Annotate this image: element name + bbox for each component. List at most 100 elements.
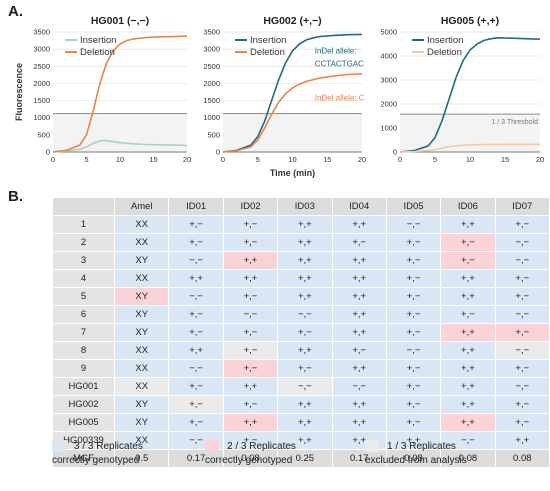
genotype-cell: +,− [277,359,333,378]
genotype-cell: +,+ [331,359,387,378]
genotype-cell: −,− [385,341,442,360]
panel-b-label: B. [8,188,23,205]
genotype-cell: +,− [385,413,442,432]
genotype-cell: +,− [222,359,279,378]
table-row: 5 XY −,− +,− +,+ +,+ +,− +,+ +,− [52,287,550,306]
chart2-threshold-area [223,113,362,152]
chart2-annotation: InDel allele: [315,47,357,56]
mgf-cell: 0.08 [494,449,550,468]
chart3-y-tick: 1000 [380,124,397,133]
column-header: ID06 [440,197,496,216]
chart3-threshold-label: 1 / 3 Threshold [491,119,538,126]
legend-swatch [52,440,66,452]
genotype-cell: −,− [440,431,496,450]
row-label: 9 [52,359,115,378]
genotype-cell: +,− [494,323,550,342]
genotype-cell: +,+ [331,305,387,324]
genotype-cell: −,− [277,305,333,324]
genotype-cell: XX [113,233,170,252]
genotype-cell: +,+ [168,269,224,288]
legend-swatch [365,440,379,452]
column-header: ID03 [277,197,333,216]
chart2-x-tick: 5 [256,155,260,164]
genotype-cell: +,+ [440,395,496,414]
genotype-cell: +,+ [440,287,496,306]
genotype-cell: +,− [222,233,279,252]
chart2-x-tick: 0 [221,155,225,164]
genotype-cell: +,− [168,377,224,396]
genotype-cell: XY [113,305,170,324]
table-row: 9 XX −,− +,− +,− +,+ +,− +,+ +,− [52,359,550,378]
column-header: ID02 [222,197,279,216]
chart3-legend-label: Deletion [427,47,462,58]
mgf-cell: 0.17 [331,449,387,468]
genotype-cell: +,− [331,233,387,252]
genotype-cell: +,− [331,341,387,360]
chart3-series-deletion-line [399,143,540,153]
table-header-row: Amel ID01 ID02 ID03 ID04 ID05 ID06 ID07 [52,197,550,216]
chart1-legend-label: Deletion [80,47,115,58]
genotype-cell: +,− [494,215,550,234]
genotype-cell: −,− [168,287,224,306]
column-header: Amel [113,197,170,216]
row-label: 6 [52,305,115,324]
chart3-y-tick: 5000 [380,28,397,37]
row-label: 2 [52,233,115,252]
genotype-cell: +,+ [222,413,279,432]
legend-line2: correctly genotyped [52,455,140,466]
genotype-cell: +,− [440,305,496,324]
genotype-cell: XX [113,359,170,378]
chart2-y-tick: 1000 [203,113,220,122]
chart1-y-tick: 3000 [33,45,50,54]
table-row: HG005 XY +,− +,+ +,+ +,+ +,− +,+ +,− [52,413,550,432]
genotype-cell: XY [113,395,170,414]
chart1-y-tick: 3500 [33,28,50,37]
genotype-cell: XX [113,269,170,288]
genotype-cell: +,+ [277,251,333,270]
genotype-cell: XY [113,323,170,342]
row-label: HG005 [52,413,115,432]
genotype-cell: +,+ [277,395,333,414]
mgf-row: MGF 0.5 0.17 0.08 0.25 0.17 0.08 0.08 0.08 [52,449,550,468]
chart3-y-tick: 2000 [380,100,397,109]
genotype-cell: +,+ [331,395,387,414]
legend-swatch [205,440,219,452]
legend-item: 1 / 3 Replicates excluded from analysis [365,440,467,468]
table-row: HG001 XX +,− +,+ −,− −,− +,− +,+ −,− [52,377,550,396]
chart3-x-tick: 10 [466,155,474,164]
genotype-cell: +,− [385,377,442,396]
genotype-cell: +,+ [440,413,496,432]
chart3-y-tick: 4000 [380,52,397,61]
genotype-cell: +,+ [331,251,387,270]
chart3-x-tick: 15 [501,155,509,164]
chart1-title: HG001 (−,−) [91,15,149,27]
genotype-cell: +,− [494,269,550,288]
chart1-legend-label: Insertion [80,35,116,46]
chart1-y-tick: 2000 [33,79,50,88]
chart1-y-tick: 1000 [33,113,50,122]
chart1-x-tick: 20 [183,155,191,164]
table-row: 1 XX +,− +,− +,+ +,+ −,− +,+ +,− [52,215,550,234]
genotype-cell: +,− [168,395,224,414]
genotype-cell: +,− [222,395,279,414]
table-row: HG002 XY +,− +,− +,+ +,+ +,− +,+ +,− [52,395,550,414]
row-label: MGF [52,449,115,468]
row-label: 7 [52,323,115,342]
genotype-cell: +,+ [331,413,387,432]
row-label: 3 [52,251,115,270]
chart2-y-tick: 500 [207,130,220,139]
genotype-cell: XY [113,251,170,270]
chart1-x-tick: 10 [116,155,124,164]
legend-line1: 3 / 3 Replicates [74,441,143,452]
chart2-x-tick: 20 [358,155,366,164]
chart1-y-tick: 500 [37,130,50,139]
mgf-cell: 0.25 [277,449,333,468]
chart3-x-tick: 0 [398,155,402,164]
genotype-cell: −,− [385,215,442,234]
genotype-cell: +,+ [277,215,333,234]
genotype-cell: −,− [222,305,279,324]
genotype-cell: +,+ [331,269,387,288]
genotype-cell: XX [113,341,170,360]
legend-item: 2 / 3 Replicates correctly genotyped [205,440,296,468]
genotype-cell: +,+ [331,215,387,234]
